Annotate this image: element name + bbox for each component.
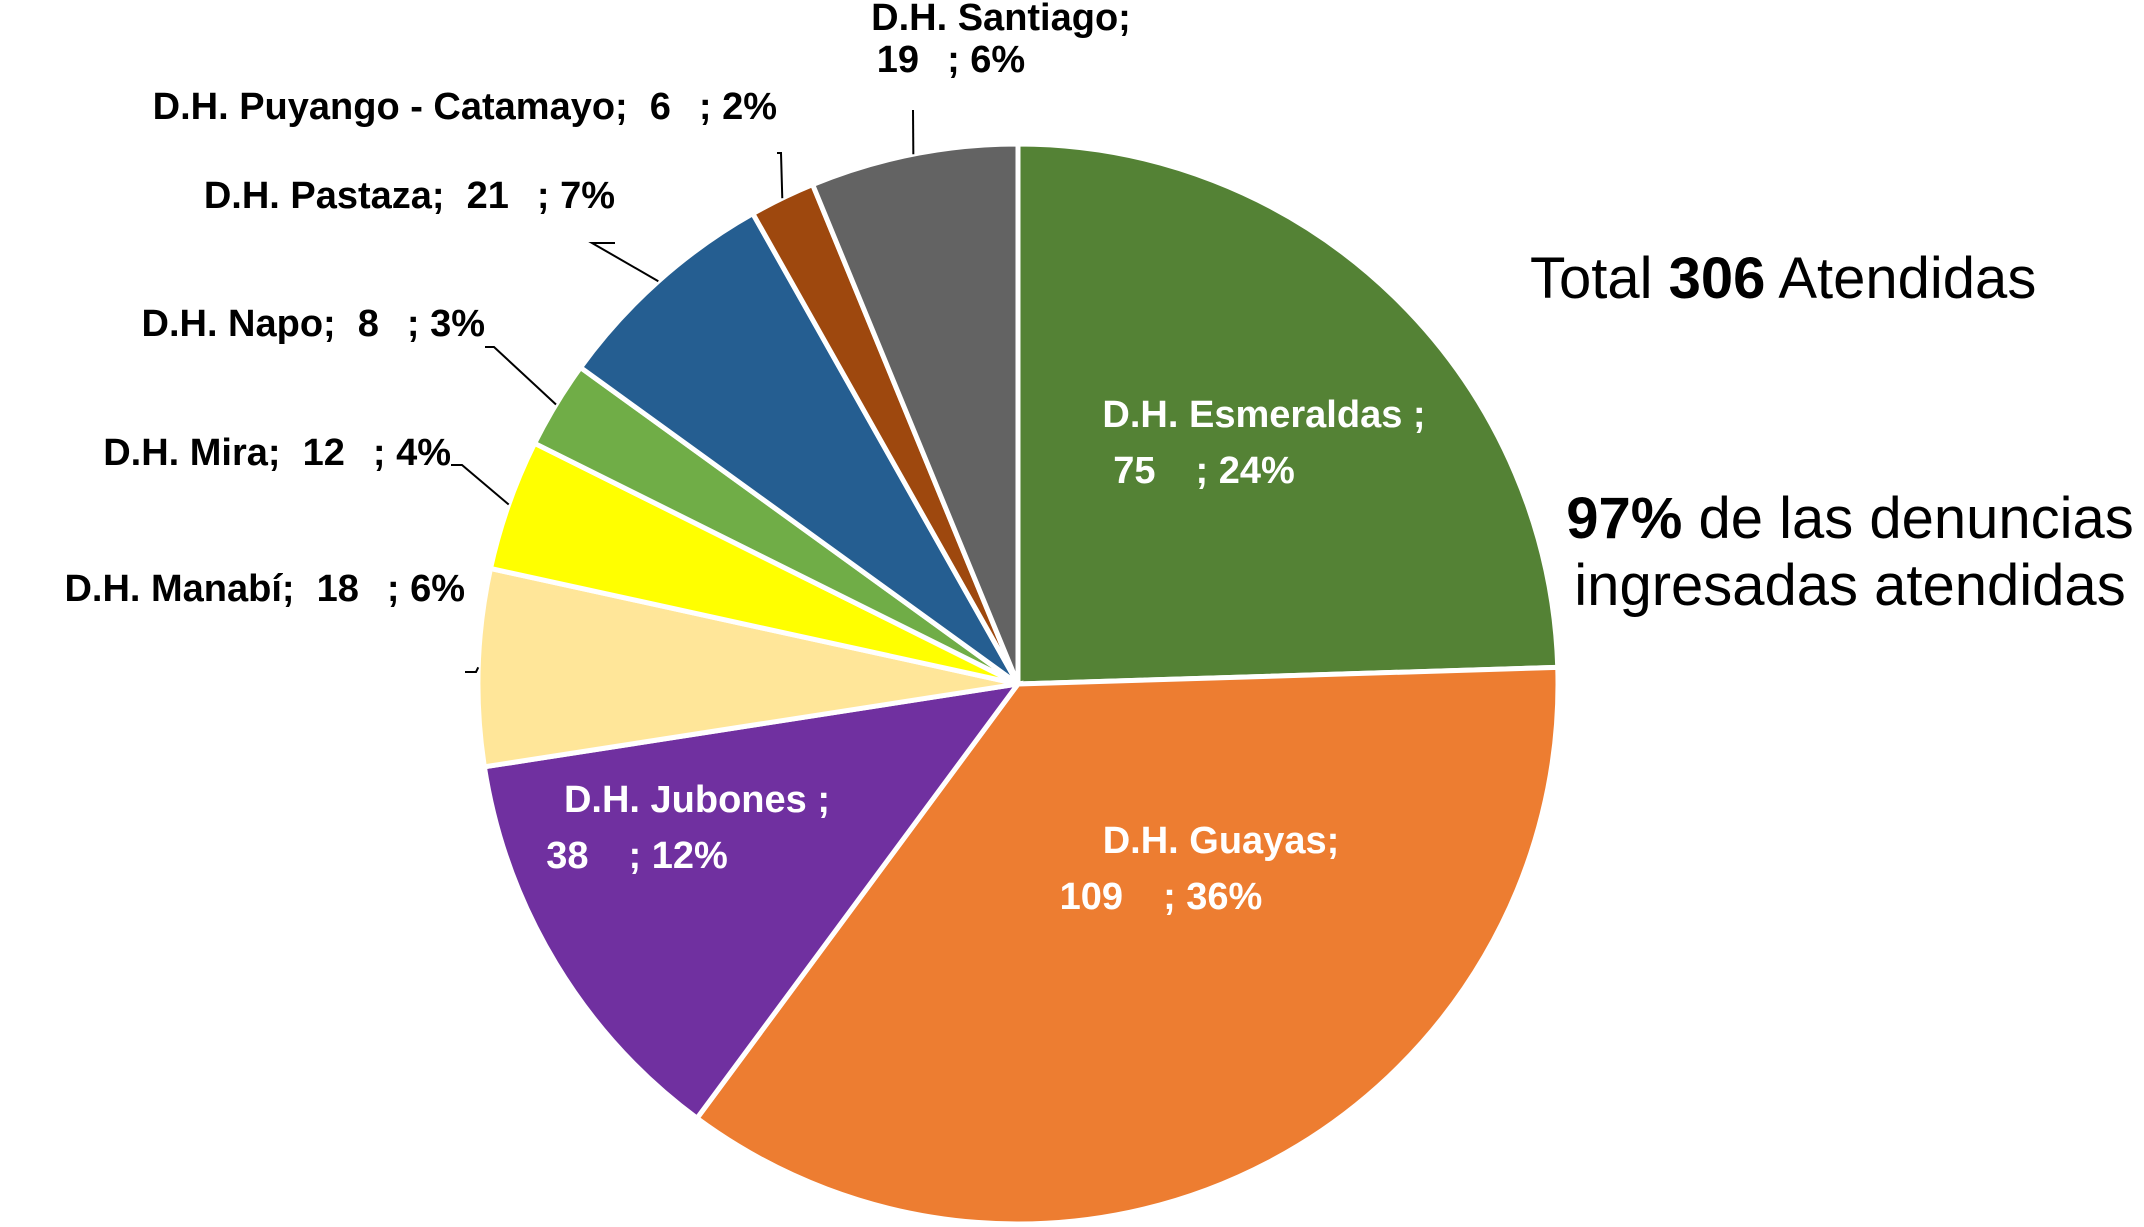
total-text: Total 306 Atendidas: [1530, 245, 2036, 312]
slice-name: D.H. Mira;: [103, 432, 280, 474]
slice-label: D.H. Puyango - Catamayo; 6 ; 2%: [153, 86, 777, 128]
slice-value: 38: [546, 835, 588, 877]
slice-name: D.H. Napo;: [142, 303, 336, 345]
slice-value: 12: [303, 432, 345, 474]
total-value: 306: [1669, 246, 1766, 311]
slice-value: 75: [1113, 450, 1155, 492]
slice-label: D.H. Mira; 12 ; 4%: [103, 432, 451, 474]
slice-name: D.H. Jubones ;: [564, 779, 830, 821]
slice-percent: ; 12%: [629, 835, 728, 877]
slice-label: D.H. Manabí; 18 ; 6%: [64, 568, 465, 610]
slice-value: 19: [877, 39, 919, 81]
slice-value: 8: [358, 303, 379, 345]
slice-percent: ; 4%: [373, 432, 451, 474]
slice-percent: ; 36%: [1163, 876, 1262, 918]
slice-value: 21: [467, 175, 509, 217]
leader-line: [485, 347, 556, 404]
slice-percent: ; 7%: [537, 175, 615, 217]
leader-line: [777, 153, 782, 198]
slice-name: D.H. Puyango - Catamayo;: [153, 86, 628, 128]
slice-label: D.H. Santiago;19 ; 6%: [871, 0, 1131, 81]
rate-text-1: de las denuncias: [1698, 486, 2133, 551]
slice-percent: ; 2%: [699, 86, 777, 128]
leader-line: [451, 465, 509, 505]
slice-value: 6: [650, 86, 671, 128]
slice-name: D.H. Pastaza;: [204, 175, 445, 217]
leader-line: [592, 243, 658, 281]
slice-name: D.H. Guayas;: [1103, 820, 1340, 862]
slice-name: D.H. Manabí;: [64, 568, 294, 610]
slice-value: 18: [317, 568, 359, 610]
slice-name: D.H. Esmeraldas ;: [1102, 394, 1425, 436]
slice-percent: ; 6%: [387, 568, 465, 610]
slice-percent: ; 6%: [947, 39, 1025, 81]
slice-name: D.H. Santiago;: [871, 0, 1131, 39]
slice-label: D.H. Pastaza; 21 ; 7%: [204, 175, 615, 217]
slice-value: 109: [1060, 876, 1123, 918]
page: {"chart_data": {"type": "pie", "categori…: [0, 0, 2144, 1227]
rate-text-2: ingresadas atendidas: [1574, 553, 2125, 618]
total-suffix: Atendidas: [1778, 246, 2036, 311]
slice-label: D.H. Napo; 8 ; 3%: [142, 303, 486, 345]
slice-percent: ; 24%: [1196, 450, 1295, 492]
slice-percent: ; 3%: [407, 303, 485, 345]
rate-value: 97%: [1566, 486, 1682, 551]
total-prefix: Total: [1530, 246, 1653, 311]
